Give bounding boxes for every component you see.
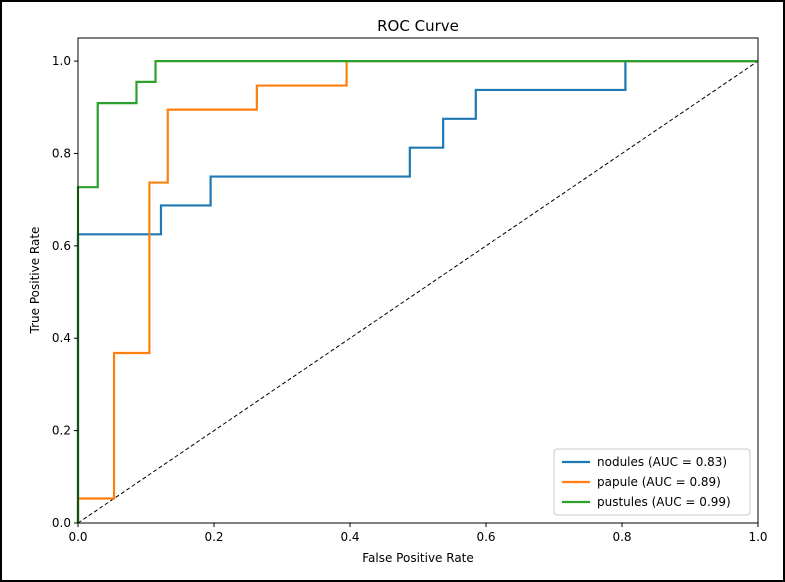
legend-box [553, 448, 751, 516]
legend: nodules (AUC = 0.83) papule (AUC = 0.89) p… [553, 448, 751, 516]
axis-ticks: 0.0 0.2 0.4 0.6 0.8 1.0 0.0 0.2 0.4 0.6 0.8 1.0 [52, 54, 768, 544]
plot-area [76, 59, 759, 524]
x-tick-label: 0.8 [612, 530, 631, 544]
series-line-2 [76, 59, 758, 523]
y-tick-label: 0.6 [52, 239, 71, 253]
y-tick-label: 0.4 [52, 331, 71, 345]
x-tick-label: 0.2 [204, 530, 223, 544]
y-tick-label: 0.8 [52, 146, 71, 160]
chart-title: ROC Curve [377, 17, 459, 35]
legend-label-1: papule (AUC = 0.89) [597, 475, 721, 489]
y-tick-label: 0.2 [52, 424, 71, 438]
y-tick-label: 0.0 [52, 516, 71, 530]
y-axis-label: True Positive Rate [28, 227, 42, 335]
x-tick-label: 0.4 [340, 530, 359, 544]
x-tick-label: 0.6 [476, 530, 495, 544]
y-tick-label: 1.0 [52, 54, 71, 68]
x-axis-label: False Positive Rate [362, 551, 474, 565]
series-line-1 [76, 59, 758, 523]
x-tick-label: 0.0 [68, 530, 87, 544]
legend-label-2: pustules (AUC = 0.99) [597, 495, 731, 509]
reference-diagonal-line [77, 60, 759, 524]
axes-frame [77, 37, 759, 524]
legend-label-0: nodules (AUC = 0.83) [597, 455, 727, 469]
x-tick-label: 1.0 [748, 530, 767, 544]
series-line-0 [76, 59, 758, 523]
